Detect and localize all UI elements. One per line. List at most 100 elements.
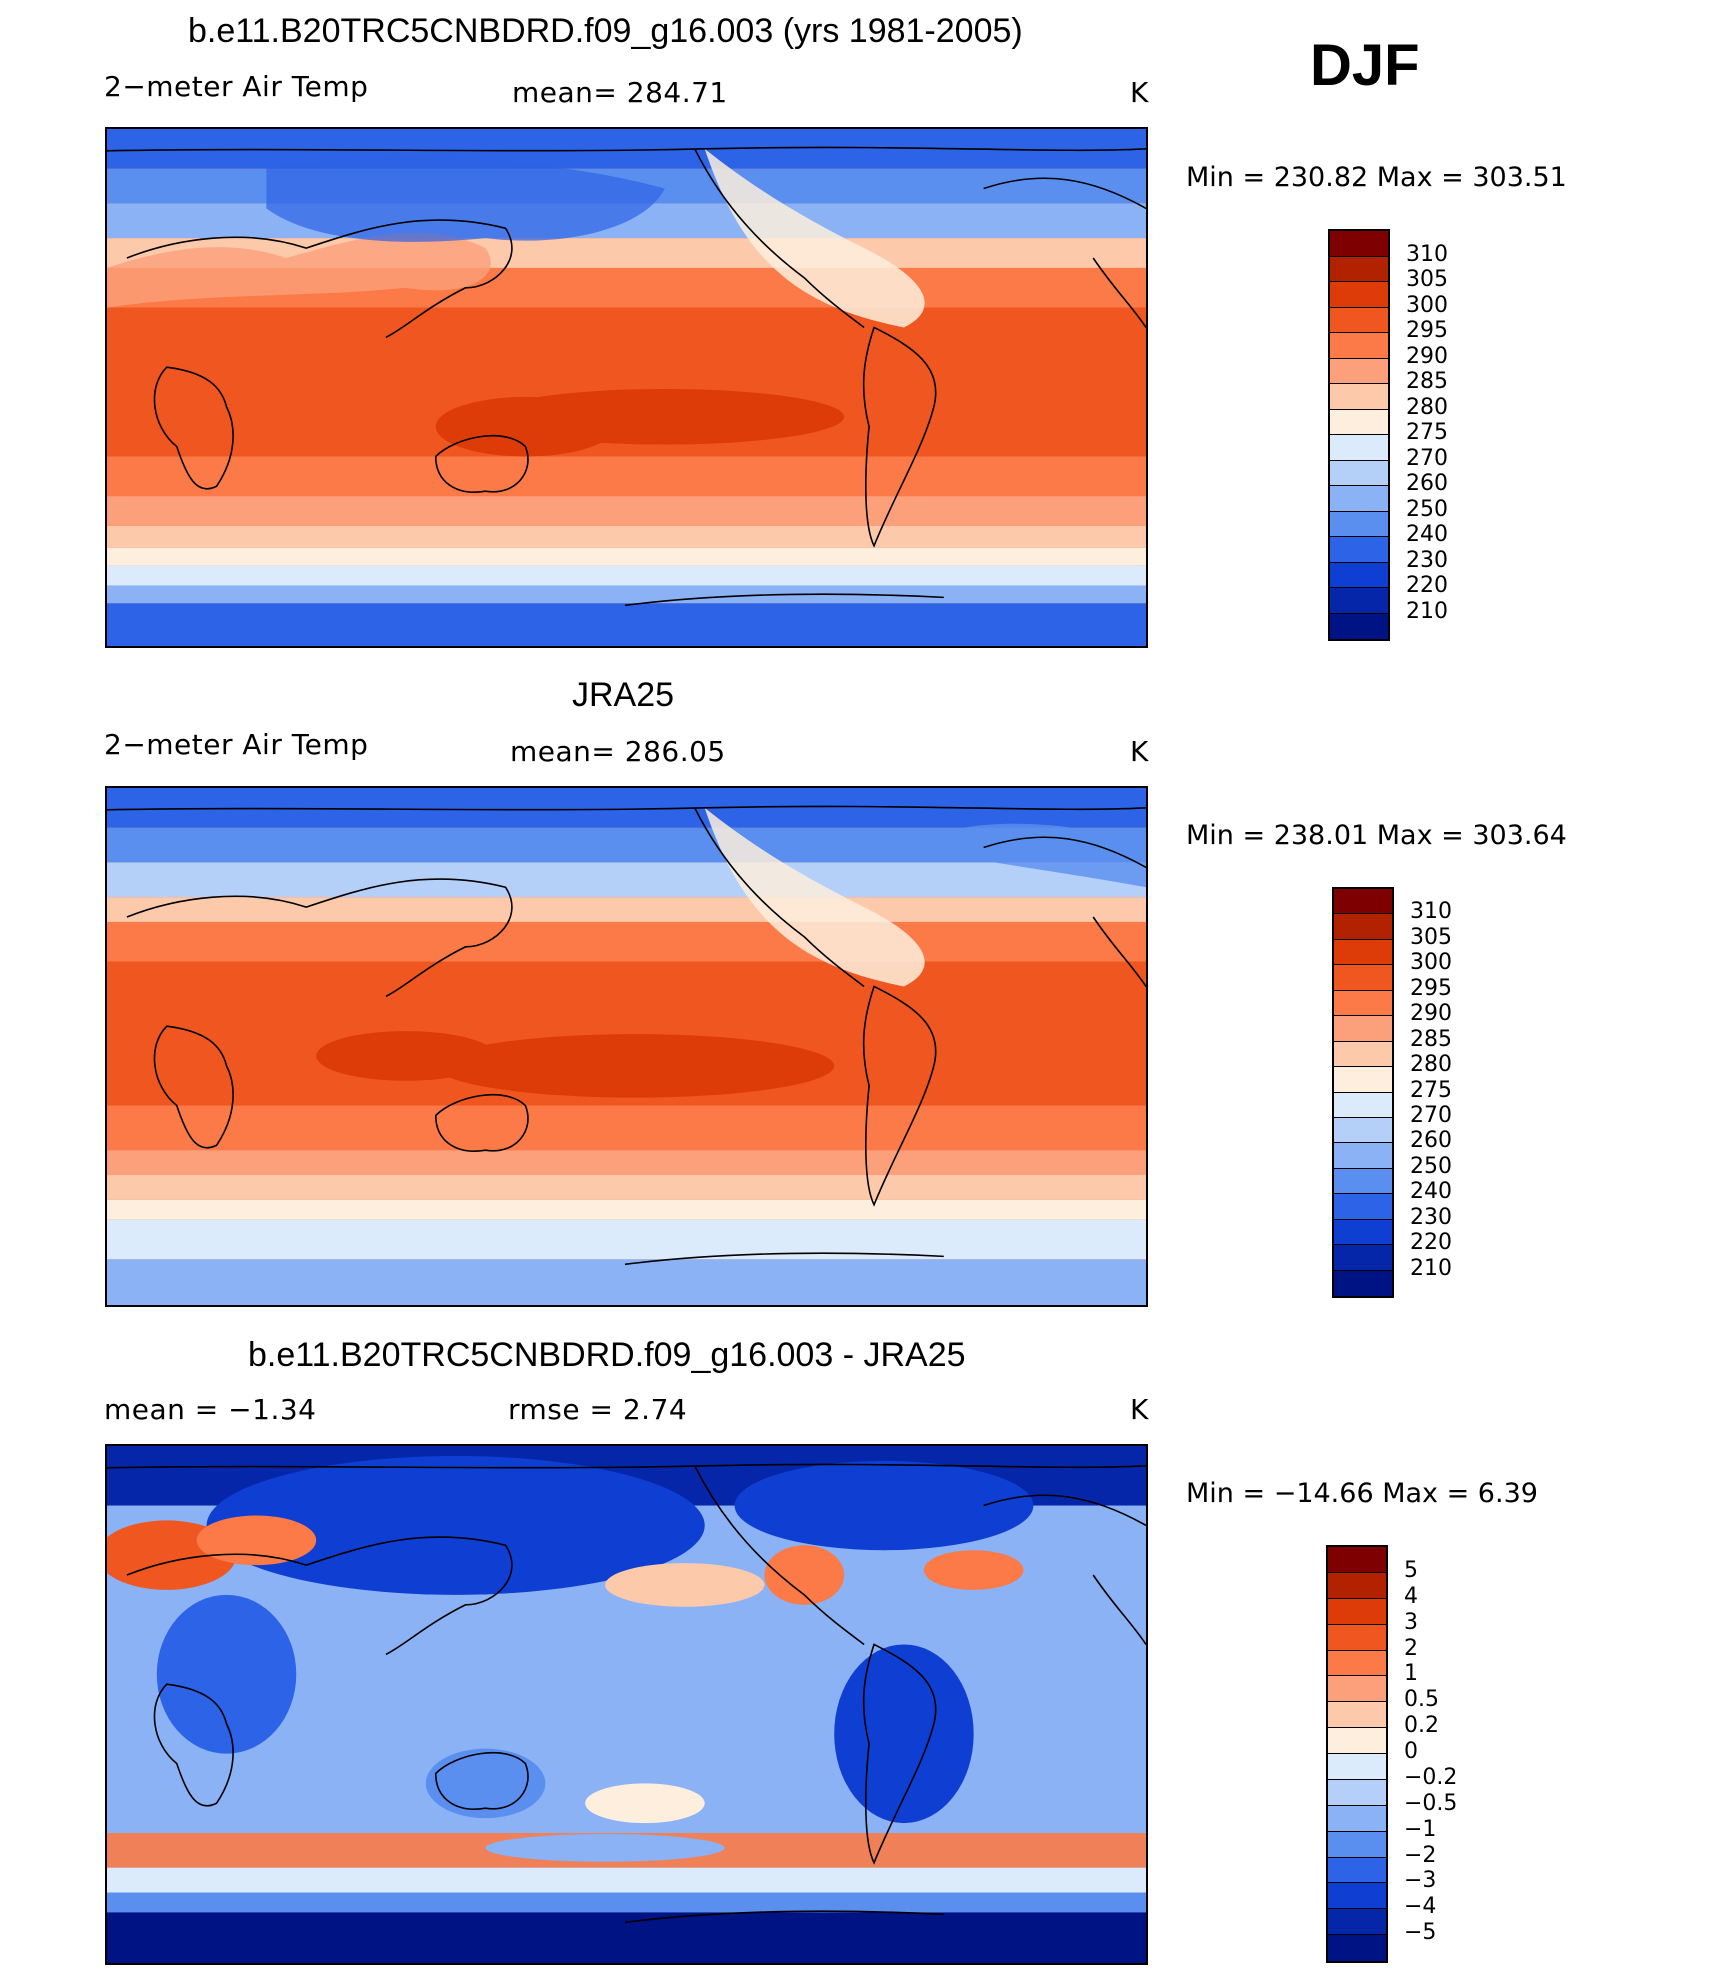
colorbar-segment	[1328, 1779, 1386, 1806]
panel2-map-field	[107, 788, 1146, 1305]
colorbar-segment	[1330, 282, 1388, 308]
colorbar-tick-label: 310	[1406, 241, 1448, 267]
panel3-rmse-label: rmse = 2.74	[508, 1393, 688, 1426]
colorbar-tick-label: 270	[1410, 1102, 1452, 1128]
colorbar-segment	[1334, 1016, 1392, 1042]
colorbar-tick-label: 290	[1406, 343, 1448, 369]
colorbar-tick-label: 260	[1410, 1128, 1452, 1154]
colorbar-segment	[1330, 231, 1388, 257]
colorbar-segment	[1330, 307, 1388, 333]
panel3-map	[105, 1444, 1148, 1965]
colorbar-segment	[1334, 1245, 1392, 1271]
panel2-map	[105, 786, 1148, 1307]
colorbar-tick-label: 2	[1404, 1635, 1418, 1661]
colorbar-tick-label: 240	[1406, 522, 1448, 547]
colorbar-segment	[1334, 939, 1392, 966]
colorbar-tick-label: 295	[1406, 318, 1448, 343]
panel3-minmax: Min = −14.66 Max = 6.39	[1186, 1478, 1538, 1509]
colorbar-segment	[1330, 358, 1388, 384]
colorbar-tick-label: 280	[1410, 1052, 1452, 1078]
colorbar-tick-label: −0.5	[1404, 1790, 1458, 1816]
colorbar-segment	[1330, 511, 1388, 537]
colorbar-tick-label: 220	[1406, 573, 1448, 598]
colorbar-segment	[1330, 256, 1388, 282]
colorbar-segment	[1330, 409, 1388, 435]
colorbar-segment	[1334, 1270, 1392, 1296]
colorbar-tick-label: 0	[1404, 1739, 1418, 1764]
colorbar-segment	[1328, 1624, 1386, 1651]
panel2-units: K	[1130, 735, 1149, 768]
colorbar-segment	[1334, 914, 1392, 940]
colorbar-tick-label: 3	[1404, 1609, 1418, 1635]
colorbar-segment	[1328, 1676, 1386, 1703]
colorbar-segment	[1328, 1650, 1386, 1677]
colorbar-segment	[1328, 1572, 1386, 1599]
colorbar-tick-label: −5	[1404, 1920, 1437, 1946]
colorbar-tick-label: 5	[1404, 1557, 1418, 1583]
panel1-title: b.e11.B20TRC5CNBDRD.f09_g16.003 (yrs 198…	[188, 12, 1023, 50]
colorbar-tick-label: 285	[1406, 369, 1448, 394]
colorbar-tick-label: 210	[1406, 598, 1448, 624]
colorbar-tick-label: 295	[1410, 975, 1452, 1001]
panel2-minmax: Min = 238.01 Max = 303.64	[1186, 820, 1567, 851]
colorbar-tick-label: 250	[1410, 1153, 1452, 1179]
colorbar-segment	[1330, 562, 1388, 588]
panel1-variable-label: 2−meter Air Temp	[104, 70, 369, 103]
colorbar-tick-label: 305	[1410, 924, 1452, 950]
colorbar-tick-label: 290	[1410, 1001, 1452, 1027]
colorbar-segment	[1330, 588, 1388, 614]
panel1-map-field	[107, 129, 1146, 646]
panel3-title: b.e11.B20TRC5CNBDRD.f09_g16.003 - JRA25	[248, 1336, 966, 1374]
colorbar-segment	[1330, 537, 1388, 563]
colorbar-tick-label: 240	[1410, 1179, 1452, 1205]
colorbar-tick-label: 0.2	[1404, 1713, 1439, 1739]
colorbar-tick-label: 300	[1410, 950, 1452, 976]
colorbar-segment	[1328, 1883, 1386, 1910]
colorbar-segment	[1328, 1935, 1386, 1961]
colorbar-segment	[1334, 1219, 1392, 1246]
colorbar-tick-label: 270	[1406, 445, 1448, 471]
panel1-minmax: Min = 230.82 Max = 303.51	[1186, 162, 1567, 193]
colorbar-tick-label: 305	[1406, 267, 1448, 292]
colorbar-segment	[1330, 460, 1388, 486]
colorbar-segment	[1330, 486, 1388, 512]
colorbar-tick-label: 230	[1410, 1204, 1452, 1230]
colorbar-segment	[1334, 1092, 1392, 1118]
colorbar-tick-label: 275	[1410, 1077, 1452, 1103]
colorbar-segment	[1330, 435, 1388, 461]
colorbar-tick-label: −4	[1404, 1894, 1437, 1920]
colorbar-tick-label: 1	[1404, 1661, 1418, 1687]
panel1-colorbar	[1328, 229, 1390, 641]
panel3-map-field	[107, 1446, 1146, 1963]
colorbar-segment	[1334, 1143, 1392, 1169]
colorbar-segment	[1330, 333, 1388, 359]
panel3-units: K	[1130, 1393, 1149, 1426]
colorbar-segment	[1334, 889, 1392, 915]
colorbar-segment	[1328, 1702, 1386, 1729]
colorbar-segment	[1328, 1805, 1386, 1832]
colorbar-segment	[1328, 1754, 1386, 1780]
colorbar-tick-label: 260	[1406, 471, 1448, 496]
colorbar-tick-label: 230	[1406, 547, 1448, 573]
panel2-colorbar	[1332, 887, 1394, 1298]
panel3-mean-label: mean = −1.34	[104, 1393, 317, 1426]
colorbar-segment	[1328, 1857, 1386, 1884]
panel1-mean-label: mean= 284.71	[512, 76, 728, 109]
colorbar-segment	[1334, 1117, 1392, 1144]
colorbar-tick-label: 285	[1410, 1026, 1452, 1052]
colorbar-segment	[1334, 1194, 1392, 1220]
colorbar-tick-label: −1	[1404, 1816, 1437, 1842]
colorbar-tick-label: −0.2	[1404, 1764, 1458, 1790]
colorbar-segment	[1328, 1547, 1386, 1573]
colorbar-tick-label: 220	[1410, 1230, 1452, 1256]
colorbar-segment	[1334, 1041, 1392, 1068]
colorbar-tick-label: 275	[1406, 420, 1448, 445]
colorbar-tick-label: 0.5	[1404, 1687, 1439, 1713]
colorbar-segment	[1328, 1831, 1386, 1858]
panel2-title: JRA25	[572, 676, 675, 714]
colorbar-segment	[1330, 613, 1388, 639]
panel1-units: K	[1130, 76, 1149, 109]
colorbar-tick-label: 280	[1406, 394, 1448, 420]
colorbar-tick-label: 250	[1406, 496, 1448, 522]
colorbar-tick-label: 310	[1410, 899, 1452, 925]
